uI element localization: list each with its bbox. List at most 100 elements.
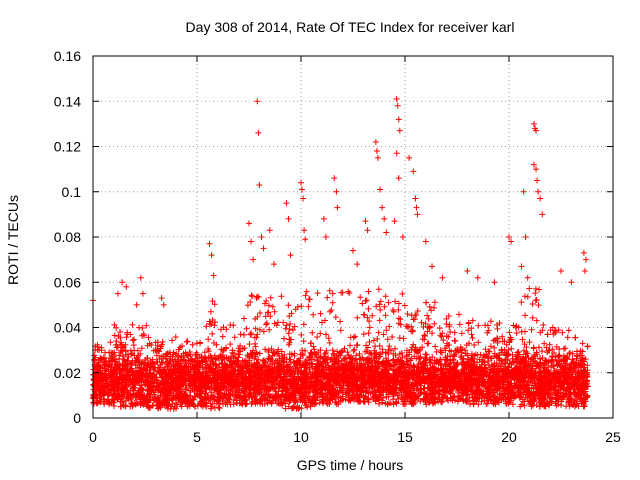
data-point bbox=[266, 326, 273, 333]
data-point bbox=[185, 372, 192, 379]
data-point bbox=[184, 399, 191, 406]
data-point bbox=[176, 390, 183, 397]
data-point bbox=[153, 383, 160, 390]
data-point bbox=[163, 350, 170, 357]
data-point bbox=[130, 342, 137, 349]
data-point bbox=[117, 403, 124, 410]
data-points bbox=[90, 95, 591, 412]
data-point bbox=[365, 330, 372, 337]
data-point bbox=[235, 354, 242, 361]
data-point bbox=[157, 361, 164, 368]
data-point bbox=[129, 400, 136, 407]
data-point bbox=[452, 337, 459, 344]
data-point bbox=[205, 354, 212, 361]
data-point bbox=[105, 368, 112, 375]
data-point bbox=[119, 383, 126, 390]
data-point bbox=[101, 398, 108, 405]
data-point bbox=[264, 397, 271, 404]
data-point bbox=[317, 310, 324, 317]
data-point bbox=[365, 288, 372, 295]
data-point bbox=[106, 354, 113, 361]
data-point bbox=[174, 401, 181, 408]
data-point bbox=[188, 381, 195, 388]
data-point bbox=[113, 344, 120, 351]
data-point bbox=[199, 388, 206, 395]
data-point bbox=[363, 297, 370, 304]
data-point bbox=[104, 376, 111, 383]
data-point bbox=[431, 299, 438, 306]
data-point bbox=[192, 393, 199, 400]
data-point bbox=[91, 352, 98, 359]
data-point bbox=[221, 380, 228, 387]
data-point bbox=[121, 376, 128, 383]
data-point bbox=[112, 387, 119, 394]
data-point bbox=[211, 301, 218, 308]
data-point bbox=[188, 400, 195, 407]
data-point bbox=[137, 372, 144, 379]
data-point bbox=[329, 299, 336, 306]
data-point bbox=[458, 330, 465, 337]
data-point bbox=[160, 355, 167, 362]
data-point bbox=[110, 353, 117, 360]
data-point bbox=[184, 369, 191, 376]
data-point bbox=[158, 359, 165, 366]
data-point bbox=[133, 374, 140, 381]
data-point bbox=[232, 355, 239, 362]
data-point bbox=[107, 339, 114, 346]
data-point bbox=[192, 351, 199, 358]
data-point bbox=[385, 299, 392, 306]
data-point bbox=[263, 321, 270, 328]
data-point bbox=[233, 389, 240, 396]
data-point bbox=[126, 369, 133, 376]
data-point bbox=[376, 317, 383, 324]
data-point bbox=[100, 390, 107, 397]
data-point bbox=[239, 357, 246, 364]
data-point bbox=[203, 358, 210, 365]
data-point bbox=[161, 367, 168, 374]
data-point bbox=[456, 311, 463, 318]
data-point bbox=[366, 324, 373, 331]
data-point bbox=[132, 362, 139, 369]
data-point bbox=[354, 314, 361, 321]
data-point bbox=[227, 357, 234, 364]
data-point bbox=[298, 303, 305, 310]
data-point bbox=[127, 331, 134, 338]
data-point bbox=[423, 299, 430, 306]
data-point bbox=[199, 372, 206, 379]
data-point bbox=[215, 371, 222, 378]
data-point bbox=[178, 372, 185, 379]
data-point bbox=[353, 352, 360, 359]
data-point bbox=[117, 398, 124, 405]
data-point bbox=[175, 389, 182, 396]
data-point bbox=[189, 341, 196, 348]
data-point bbox=[241, 388, 248, 395]
data-point bbox=[212, 386, 219, 393]
data-point bbox=[332, 314, 339, 321]
data-point bbox=[241, 397, 248, 404]
data-point bbox=[230, 359, 237, 366]
data-point bbox=[163, 351, 170, 358]
data-point bbox=[94, 344, 101, 351]
data-point bbox=[162, 364, 169, 371]
chart-title: Day 308 of 2014, Rate Of TEC Index for r… bbox=[186, 19, 515, 35]
data-point bbox=[183, 386, 190, 393]
data-point bbox=[317, 330, 324, 337]
data-point bbox=[160, 396, 167, 403]
data-point bbox=[119, 344, 126, 351]
data-point bbox=[123, 387, 130, 394]
data-point bbox=[212, 361, 219, 368]
data-point bbox=[163, 385, 170, 392]
data-point bbox=[101, 400, 108, 407]
data-point bbox=[456, 321, 463, 328]
data-point bbox=[239, 400, 246, 407]
data-point bbox=[98, 347, 105, 354]
data-point bbox=[329, 347, 336, 354]
data-point bbox=[263, 320, 270, 327]
data-point bbox=[161, 387, 168, 394]
data-point bbox=[206, 320, 213, 327]
data-point bbox=[150, 360, 157, 367]
data-point bbox=[118, 339, 125, 346]
data-point bbox=[136, 324, 143, 331]
data-point bbox=[188, 355, 195, 362]
data-point bbox=[383, 327, 390, 334]
